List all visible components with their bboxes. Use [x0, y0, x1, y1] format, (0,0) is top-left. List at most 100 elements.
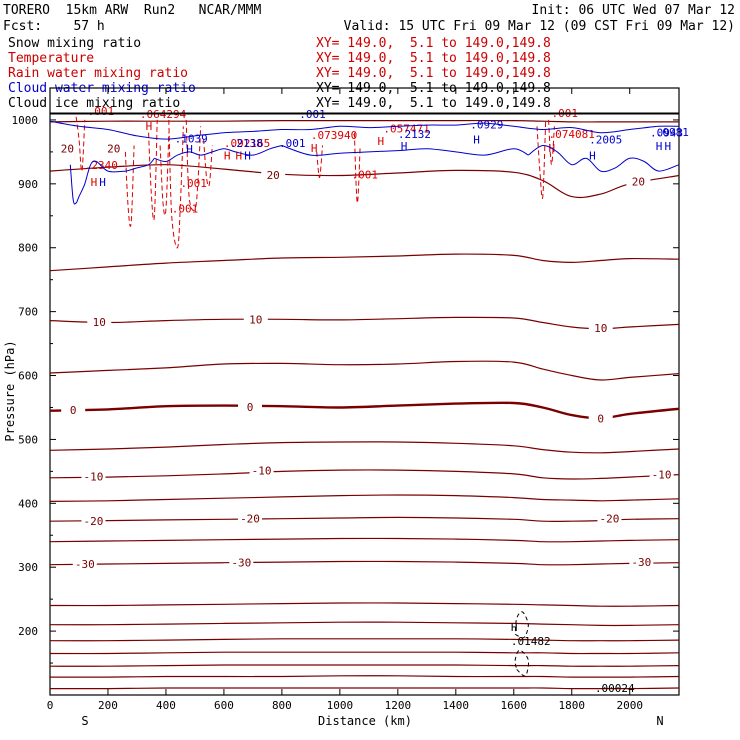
- y-tick-label: 600: [18, 370, 38, 383]
- isotherm-label: -30: [231, 557, 251, 570]
- rain-contour: [203, 139, 213, 187]
- x-tick-label: 1800: [559, 699, 586, 712]
- isotherm-label-bg: [261, 168, 286, 181]
- isotherm-label: 10: [594, 322, 607, 335]
- rain-contour: [124, 145, 135, 227]
- isotherm-label: -20: [240, 513, 260, 526]
- isotherm-line: [49, 119, 679, 123]
- isotherm-label: 20: [107, 143, 120, 156]
- isotherm-label: -30: [631, 556, 651, 569]
- legend-cloud-ice-xy: XY= 149.0, 5.1 to 149.0,149.8: [316, 96, 551, 111]
- isotherm-label-bg: [81, 470, 106, 483]
- cloud-water-label: .001: [279, 137, 306, 150]
- isotherm-line: [49, 560, 680, 566]
- cloud-water-label: .2005: [589, 134, 622, 147]
- isotherm-line: [49, 537, 680, 543]
- isotherm-label-bg: [626, 175, 651, 188]
- isotherm-line: [49, 469, 680, 480]
- isotherm-label-bg: [629, 556, 654, 569]
- contours: -30 -30 -30 -20 -20 -20 -10 -10 -10 0 0 0 10 10 10 20 20…: [49, 105, 689, 695]
- isotherm-line: [49, 441, 680, 454]
- rain-max-marker: H: [311, 142, 318, 155]
- isotherm-label: -30: [75, 558, 95, 571]
- y-tick-label: 200: [18, 625, 38, 638]
- cloud-water-contour: [281, 145, 529, 156]
- legend-snow-label: Snow mixing ratio: [8, 36, 141, 51]
- x-tick-label: 1000: [327, 699, 354, 712]
- y-tick-label: 500: [18, 433, 38, 446]
- rain-max-marker: H: [224, 150, 231, 163]
- rain-contour: [316, 145, 323, 179]
- isotherm-label: 20: [61, 143, 74, 156]
- header-title: TORERO 15km ARW Run2 NCAR/MMM: [3, 3, 261, 18]
- isotherm-label-bg: [72, 558, 97, 571]
- x-tick-label: 1400: [443, 699, 470, 712]
- isotherm-line: [49, 675, 680, 678]
- isotherm-line: [49, 664, 680, 667]
- legend-rain-label: Rain water mixing ratio: [8, 66, 188, 81]
- rain-contour: [185, 119, 202, 211]
- ice-contour: [514, 649, 530, 677]
- cloud-water-label: .2132: [398, 128, 431, 141]
- x-axis-north-label: N: [656, 714, 663, 728]
- rain-contour: [548, 119, 555, 166]
- header-init: Init: 06 UTC Wed 07 Mar 12: [532, 3, 736, 18]
- isotherm-label: 20: [267, 169, 280, 182]
- cloud-water-contour: [528, 144, 680, 173]
- y-tick-label: 400: [18, 497, 38, 510]
- header-forecast: Fcst: 57 h: [3, 19, 105, 34]
- rain-label: .073940: [311, 129, 357, 142]
- cloud-water-max-marker: H: [186, 143, 193, 156]
- rain-max-marker: H: [236, 150, 243, 163]
- isotherm-label-bg: [597, 512, 622, 525]
- x-tick-label: 2000: [616, 699, 643, 712]
- ice-max-value: .01482: [511, 635, 551, 648]
- rain-label: .001: [88, 105, 115, 118]
- legend-cloud-ice-label: Cloud ice mixing ratio: [8, 96, 180, 111]
- y-axis-label: Pressure (hPa): [3, 340, 17, 441]
- legend: Snow mixing ratio XY= 149.0, 5.1 to 149.…: [8, 36, 551, 111]
- isotherm-label: 0: [597, 412, 604, 425]
- isotherm-label-bg: [238, 512, 263, 525]
- isotherm-label: 0: [247, 401, 254, 414]
- y-tick-label: 700: [18, 306, 38, 319]
- isotherm-label: -10: [84, 470, 104, 483]
- legend-snow-xy: XY= 149.0, 5.1 to 149.0,149.8: [316, 36, 551, 51]
- y-tick-label: 300: [18, 561, 38, 574]
- isotherm-line: [49, 401, 680, 420]
- isotherm-label: -20: [84, 515, 104, 528]
- rain-contour: [536, 119, 547, 199]
- isotherm-label-bg: [101, 142, 126, 155]
- ice-top-value: .00024: [595, 682, 635, 695]
- isotherm-line: [49, 638, 680, 642]
- isotherm-label: -20: [599, 513, 619, 526]
- rain-label: .074081: [549, 128, 595, 141]
- isotherm-line: [49, 602, 680, 607]
- isotherm-line: [49, 360, 680, 381]
- isotherm-label-bg: [649, 468, 674, 481]
- cloud-water-label: .1039: [175, 132, 208, 145]
- rain-contour: [353, 132, 361, 204]
- isotherm-line: [49, 164, 680, 199]
- isotherm-label-bg: [243, 313, 268, 326]
- isotherm-label-bg: [87, 315, 112, 328]
- rain-max-marker: H: [146, 120, 153, 133]
- x-tick-label: 1600: [501, 699, 528, 712]
- cloud-water-max-marker: H: [589, 150, 596, 163]
- isotherm-label-bg: [61, 404, 86, 417]
- cloud-water-max-marker: H: [244, 150, 251, 163]
- isotherm-label-bg: [55, 142, 80, 155]
- x-tick-label: 400: [156, 699, 176, 712]
- legend-temperature-xy: XY= 149.0, 5.1 to 149.0,149.8: [316, 51, 551, 66]
- plot-frame: [49, 87, 680, 696]
- y-tick-label: 900: [18, 178, 38, 191]
- rain-contour: [148, 119, 158, 221]
- header-valid: Valid: 15 UTC Fri 09 Mar 12 (09 CST Fri …: [344, 19, 735, 34]
- ice-contour: [514, 611, 529, 639]
- x-axis-label: Distance (km): [318, 714, 412, 728]
- isotherm-label: -10: [652, 469, 672, 482]
- isotherm-label-bg: [249, 464, 274, 477]
- legend-rain-xy: XY= 149.0, 5.1 to 149.0,149.8: [316, 66, 551, 81]
